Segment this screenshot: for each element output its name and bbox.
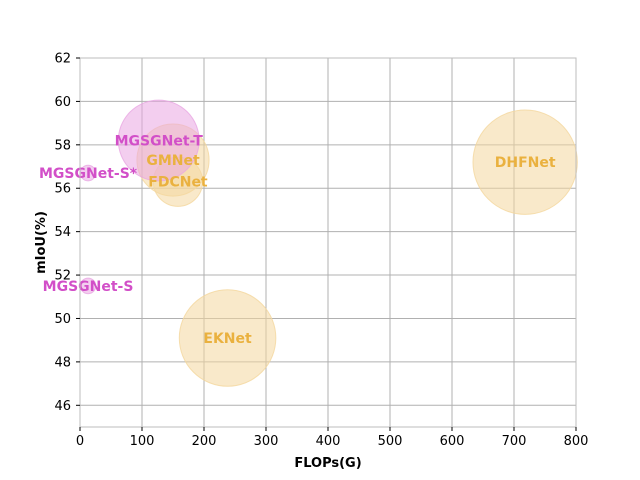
bubble-labels: DHFNet FDCNet GMNet EKNet MGSGNet-T MGSGNet-S… (39, 133, 556, 347)
bubbles (79, 99, 578, 387)
x-tick-label: 700 (502, 434, 527, 449)
bubble-label: MGSGNet-S (43, 279, 134, 295)
bubble-mgsgnet-t (117, 99, 200, 182)
y-tick-label: 48 (54, 355, 71, 370)
x-axis-label: FLOPs(G) (294, 456, 361, 471)
y-tick-label: 60 (54, 95, 71, 110)
x-tick-label: 200 (192, 434, 217, 449)
x-tick-label: 0 (76, 434, 84, 449)
y-axis-label: mIoU(%) (34, 211, 49, 274)
x-tick-label: 600 (440, 434, 465, 449)
y-tick-label: 62 (54, 52, 71, 67)
bubble-eknet (178, 289, 277, 387)
bubble-label: FDCNet (148, 175, 208, 191)
bubble-dhfnet (472, 109, 578, 215)
x-tick-label: 100 (130, 434, 155, 449)
axis-ticks: 0 100 200 300 400 500 600 700 800 46 48 50 52 54 56 58 6… (54, 52, 588, 450)
x-tick-label: 400 (316, 434, 341, 449)
bubble-label: GMNet (146, 153, 200, 169)
bubble-label: MGSGNet-S* (39, 166, 138, 182)
y-tick-label: 52 (54, 269, 71, 284)
bubble-label: DHFNet (495, 155, 556, 171)
bubble-label: EKNet (203, 331, 252, 347)
y-tick-label: 50 (54, 312, 71, 327)
x-tick-label: 800 (564, 434, 589, 449)
y-tick-label: 54 (54, 225, 71, 240)
bubble-label: MGSGNet-T (115, 133, 204, 149)
y-tick-label: 58 (54, 138, 71, 153)
y-tick-label: 46 (54, 399, 71, 414)
x-tick-label: 300 (254, 434, 279, 449)
x-tick-label: 500 (378, 434, 403, 449)
y-tick-label: 56 (54, 182, 71, 197)
